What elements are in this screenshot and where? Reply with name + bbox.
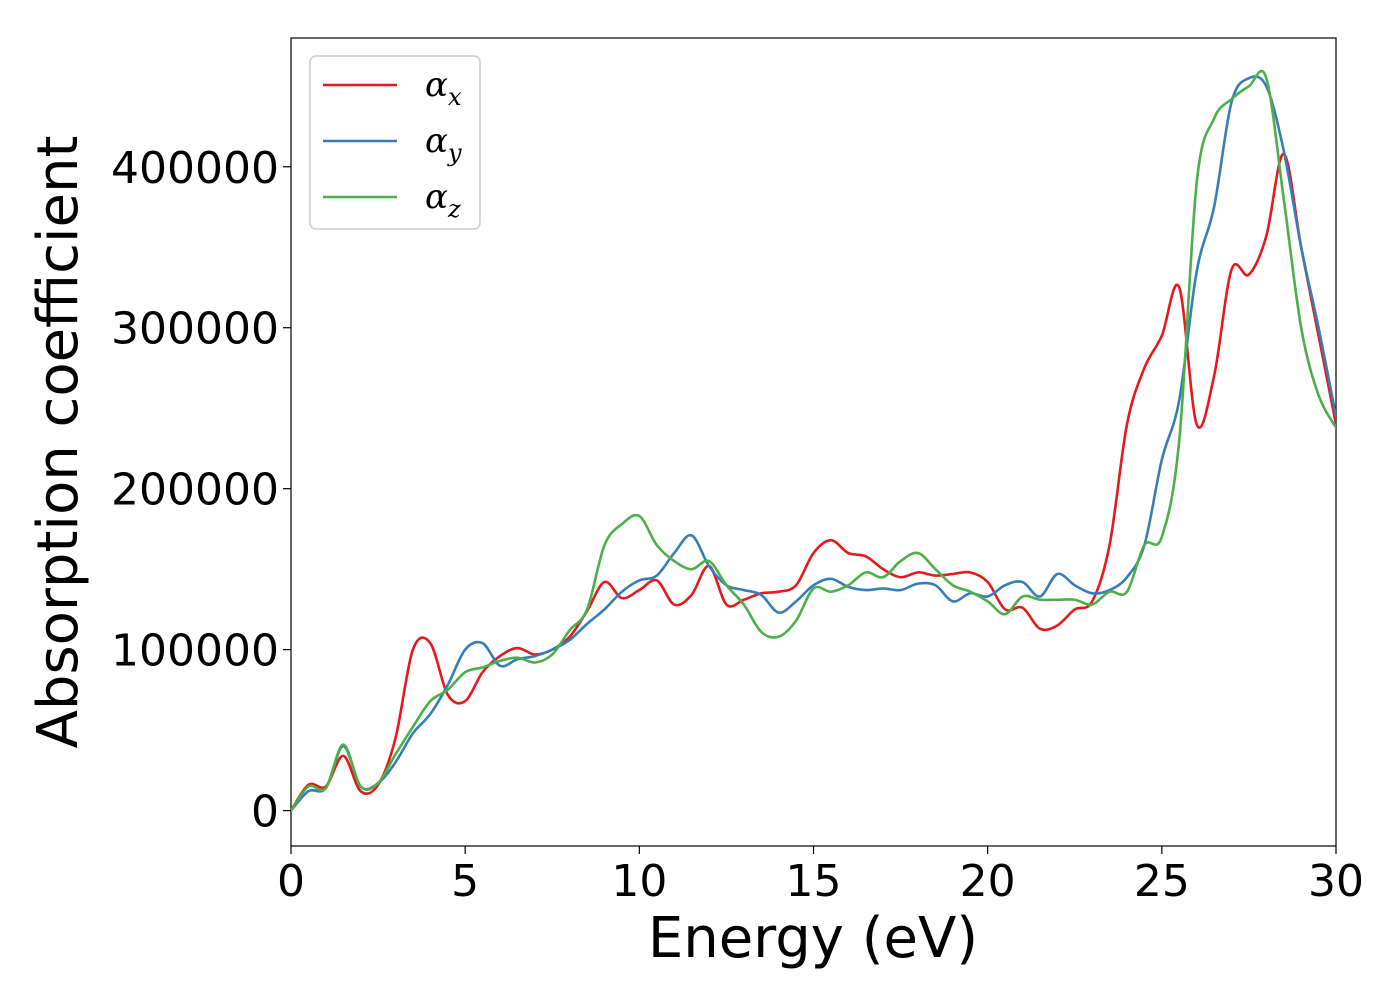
ticks-layer: 0 5 10 15 20 25 30 0 100000 200000 300000 400000 <box>111 143 1364 907</box>
y-tick-label: 200000 <box>111 465 279 516</box>
x-tick-label: 5 <box>451 856 479 907</box>
series-line-alpha-z <box>291 69 1336 812</box>
x-tick-label: 10 <box>611 856 667 907</box>
series-line-alpha-x <box>291 152 1336 812</box>
x-axis-title: Energy (eV) <box>648 906 978 971</box>
y-tick-label: 300000 <box>111 304 279 355</box>
x-tick-label: 25 <box>1134 856 1190 907</box>
legend-box <box>309 55 481 230</box>
series-line-alpha-y <box>291 75 1336 812</box>
y-axis-title: Absorption coefficient <box>26 136 91 749</box>
y-tick-label: 400000 <box>111 143 279 194</box>
y-tick-label: 100000 <box>111 626 279 677</box>
legend-label-alpha-z: αz <box>425 177 461 223</box>
x-tick-label: 0 <box>277 856 305 907</box>
legend: αx αy αz <box>309 55 481 230</box>
y-tick-label: 0 <box>251 787 279 838</box>
legend-label-alpha-x: αx <box>425 65 462 111</box>
x-tick-label: 30 <box>1308 856 1364 907</box>
legend-label-alpha-y: αy <box>425 121 462 167</box>
legend-entries: αx αy αz <box>323 65 462 223</box>
x-tick-label: 20 <box>960 856 1016 907</box>
series-layer <box>291 69 1336 812</box>
x-tick-label: 15 <box>786 856 842 907</box>
